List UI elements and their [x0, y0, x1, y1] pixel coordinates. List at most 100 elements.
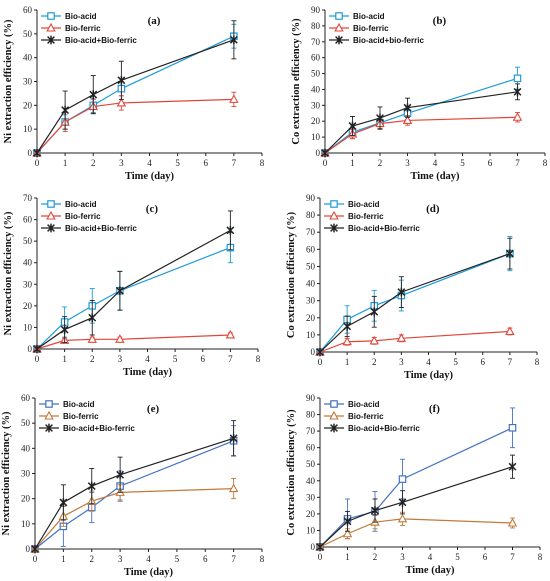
y-tick-label: 40 [311, 84, 321, 94]
data-point [61, 105, 70, 115]
x-axis-label: Time (day) [405, 565, 455, 576]
y-tick-label: 70 [306, 227, 316, 237]
data-point [348, 121, 357, 131]
y-tick-label: 40 [306, 279, 316, 289]
data-point [60, 325, 69, 334]
x-tick-label: 5 [175, 158, 180, 168]
legend-marker [335, 35, 343, 45]
data-point [342, 528, 353, 538]
legend-marker [47, 200, 55, 208]
data-point [89, 90, 98, 100]
x-tick-label: 0 [318, 357, 323, 367]
panel-label: (c) [146, 203, 159, 215]
data-point [512, 112, 523, 121]
y-tick-label: 50 [23, 29, 33, 39]
x-axis-label: Time (day) [124, 567, 174, 578]
legend-label: Bio-acid [353, 12, 385, 21]
series-2 [315, 326, 515, 356]
series-2 [320, 112, 523, 157]
y-tick-label: 60 [23, 5, 33, 15]
series-line [34, 440, 234, 550]
x-tick-label: 7 [510, 552, 515, 562]
data-point [226, 225, 235, 235]
x-tick-label: 1 [61, 554, 66, 564]
y-tick-label: 40 [21, 443, 31, 453]
legend-label: Bio-acid+Bio-ferric [65, 224, 137, 233]
x-tick-label: 3 [119, 158, 124, 168]
legend-label: Bio-ferric [353, 24, 389, 33]
legend-label: Bio-acid [63, 400, 95, 409]
data-point [513, 87, 522, 97]
legend: Bio-acid Bio-ferric Bio-acid+Bio-ferric [324, 200, 420, 233]
y-tick-label: 80 [311, 21, 321, 31]
x-tick-label: 8 [535, 357, 540, 367]
x-tick-label: 6 [483, 552, 488, 562]
x-axis-label: Time (day) [123, 367, 173, 378]
x-tick-label: 4 [433, 158, 438, 168]
x-tick-label: 8 [256, 354, 261, 364]
chart-panel-5: 0 1 2 3 4 5 6 7 8 0 10 20 30 40 50 60 Time (day) Ni extra… [1, 393, 265, 578]
series-3 [33, 20, 238, 158]
x-tick-label: 0 [35, 158, 40, 168]
data-point [229, 433, 238, 443]
legend-label: Bio-ferric [63, 412, 99, 421]
series-line [36, 247, 231, 350]
legend-label: Bio-acid [65, 12, 97, 21]
y-tick-label: 70 [23, 193, 33, 203]
series-line [34, 437, 234, 550]
series-line [324, 77, 518, 154]
y-axis-label: Ni extraction efficiency (%) [1, 411, 12, 535]
x-tick-label: 3 [405, 158, 410, 168]
y-tick-label: 30 [21, 469, 31, 479]
y-tick-label: 10 [21, 519, 31, 529]
series-line [36, 35, 235, 154]
x-tick-label: 8 [260, 158, 265, 168]
legend-label: Bio-acid [348, 200, 380, 209]
data-point [228, 483, 239, 493]
x-tick-label: 0 [33, 554, 38, 564]
data-point [116, 470, 125, 480]
y-tick-label: 30 [306, 492, 316, 502]
x-tick-label: 6 [481, 357, 486, 367]
y-tick-label: 50 [311, 69, 321, 79]
legend-label: Bio-ferric [65, 24, 101, 33]
x-tick-label: 5 [173, 354, 178, 364]
data-point [31, 544, 39, 554]
x-tick-label: 7 [232, 158, 237, 168]
x-axis-label: Time (day) [404, 370, 454, 381]
y-tick-label: 90 [306, 393, 316, 403]
x-tick-label: 2 [90, 354, 95, 364]
x-tick-label: 7 [508, 357, 513, 367]
series-2 [32, 91, 239, 157]
y-tick-label: 10 [306, 525, 316, 535]
x-tick-label: 5 [460, 158, 465, 168]
legend-marker [45, 423, 53, 433]
x-tick-label: 6 [204, 158, 209, 168]
y-tick-label: 50 [306, 261, 316, 271]
legend-label: Bio-acid+Bio-ferric [65, 36, 137, 45]
legend-marker [45, 400, 53, 408]
x-tick-label: 6 [488, 158, 493, 168]
x-tick-label: 3 [399, 357, 404, 367]
y-tick-label: 70 [311, 37, 321, 47]
data-point [59, 498, 68, 507]
legend: Bio-acid Bio-ferric Bio-acid+Bio-ferric [39, 400, 135, 433]
y-tick-label: 30 [306, 296, 316, 306]
y-tick-label: 0 [316, 148, 321, 158]
data-point [87, 481, 96, 491]
data-point [88, 313, 97, 323]
chart-panel-1: 0 1 2 3 4 5 6 7 8 0 10 20 30 40 50 60 Time (day) Ni extra… [3, 5, 265, 182]
x-tick-label: 2 [373, 552, 378, 562]
chart-panel-3: 0 1 2 3 4 5 6 7 8 0 10 20 30 40 50 60 70 Time (day) Ni ext… [3, 193, 261, 378]
legend-marker [330, 223, 338, 233]
x-tick-label: 8 [260, 554, 265, 564]
y-tick-label: 50 [306, 459, 316, 469]
data-point [87, 334, 97, 343]
x-tick-label: 1 [345, 552, 350, 562]
data-point [321, 148, 329, 158]
x-tick-label: 0 [318, 552, 323, 562]
legend-label: Bio-ferric [348, 412, 384, 421]
